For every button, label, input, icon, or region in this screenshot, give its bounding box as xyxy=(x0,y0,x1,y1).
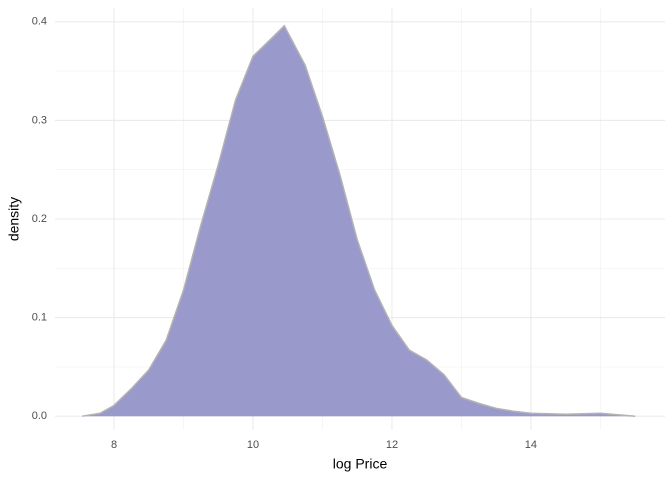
x-tick-label: 12 xyxy=(386,439,398,451)
y-tick-label: 0.4 xyxy=(32,16,47,28)
x-tick-label: 14 xyxy=(525,439,537,451)
y-axis-label: density xyxy=(6,197,22,241)
density-area xyxy=(82,25,636,417)
x-axis-label: log Price xyxy=(333,456,388,472)
y-tick-label: 0.3 xyxy=(32,114,47,126)
y-tick-label: 0.1 xyxy=(32,312,47,324)
x-tick-label: 10 xyxy=(247,439,259,451)
x-tick-label: 8 xyxy=(111,439,117,451)
y-tick-label: 0.0 xyxy=(32,410,47,422)
density-line xyxy=(81,24,636,417)
y-tick-label: 0.2 xyxy=(32,213,47,225)
